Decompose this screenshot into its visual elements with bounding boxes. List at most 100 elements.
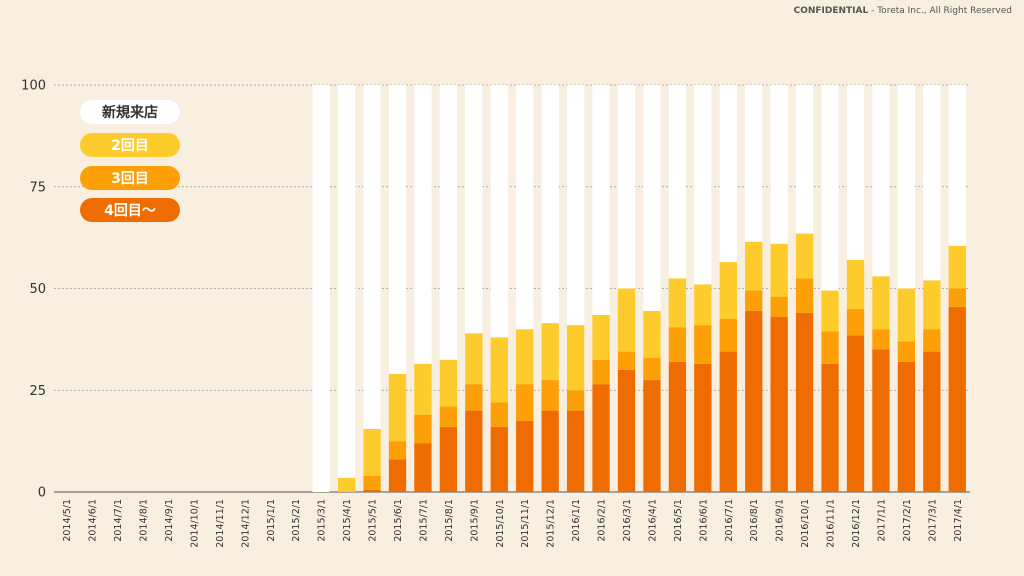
bar-segment [897,288,916,342]
x-tick-label: 2015/7/1 [418,499,429,542]
bar-segment [745,290,763,311]
bar-segment [566,85,585,326]
bar-segment [668,85,687,279]
x-tick-label: 2015/1/1 [266,499,277,542]
bar-segment [643,310,661,358]
bar-segment [388,85,407,374]
bar-segment [541,85,559,324]
bar-segment [465,384,483,411]
bar-segment [897,341,916,362]
x-tick-label: 2014/6/1 [88,499,99,542]
x-tick-label: 2015/3/1 [317,499,328,542]
bar-segment [770,296,788,317]
bar-segment [694,363,712,492]
bar-segment [439,359,458,407]
bar-segment [923,351,941,492]
bar-segment [745,310,763,492]
bar-segment [516,384,534,421]
x-tick-label: 2014/5/1 [62,499,73,542]
legend-label: 2回目 [111,138,149,154]
bar-segment [490,426,508,492]
confidential-footer: CONFIDENTIAL - Toreta Inc., All Right Re… [794,6,1012,16]
legend-swatch [80,198,180,222]
bar-segment [719,351,737,492]
bar-segment [541,410,559,492]
y-tick-label: 0 [38,486,46,501]
bar-segment [414,443,432,492]
x-tick-label: 2015/12/1 [546,499,557,548]
bar-segment [795,312,814,492]
y-axis-ticks: 0 25 50 75 100 [21,79,46,501]
x-tick-label: 2016/11/1 [826,499,837,548]
bar-segment [465,85,483,334]
bar-segment [592,314,610,360]
bar-segment [388,373,407,442]
bar-segment [795,278,814,313]
x-tick-label: 2016/1/1 [571,499,582,542]
bar-segment [541,380,559,411]
x-tick-label: 2017/3/1 [927,499,938,542]
bar-segment [617,369,636,492]
x-tick-label: 2015/9/1 [469,499,480,542]
bar-segment [872,276,890,330]
x-tick-label: 2015/4/1 [342,499,353,542]
bar-segment [694,85,712,285]
x-tick-label: 2016/6/1 [698,499,709,542]
legend-swatch [80,100,180,124]
bar-segment [923,280,941,330]
x-axis-ticks: 2014/5/1 2014/6/1 2014/7/1 2014/8/1 2014/9/1… [62,499,964,548]
bar-segment [770,243,788,297]
legend-label: 4回目〜 [104,203,156,219]
bar-segment [694,284,712,326]
x-tick-label: 2016/8/1 [749,499,760,542]
confidential-label: CONFIDENTIAL [793,6,869,16]
bar-segment [668,278,687,328]
legend-swatch [80,133,180,157]
bar-segment [643,380,661,492]
legend: 新規来店 2回目 3回目 4回目〜 [80,100,180,222]
bar-segment [516,85,534,330]
bar-segment [516,420,534,492]
bar-segment [948,245,966,289]
bar-segment [846,260,865,309]
y-tick-label: 25 [29,384,46,399]
x-tick-label: 2016/10/1 [800,499,811,548]
bar-segment [948,306,966,492]
bar-segment [948,85,966,246]
bar-segment [566,325,585,391]
bar-segment [541,323,559,381]
bar-segment [617,288,636,352]
x-tick-label: 2015/8/1 [444,499,455,542]
x-tick-label: 2016/5/1 [673,499,684,542]
x-tick-label: 2016/7/1 [724,499,735,542]
bar-segment [592,359,610,385]
x-tick-label: 2014/11/1 [215,499,226,548]
bar-segment [566,390,585,411]
bar-segment [897,361,916,492]
bar-segment [414,363,432,415]
x-tick-label: 2015/11/1 [520,499,531,548]
x-tick-label: 2014/10/1 [189,499,200,548]
bar-segment [821,363,839,492]
bar-segment [846,335,865,492]
legend-swatch [80,166,180,190]
bar-segment [312,85,330,492]
bar-segment [337,477,356,492]
bar-segment [694,325,712,364]
bar-segment [745,85,763,242]
bar-segment [668,327,687,362]
y-tick-label: 100 [21,79,46,94]
bar-segment [414,414,432,444]
bar-segment [846,308,865,336]
x-tick-label: 2017/4/1 [953,499,964,542]
bar-segment [745,241,763,291]
bar-segment [414,85,432,364]
bar-segment [617,351,636,370]
bar-segment [388,441,407,460]
bar-segment [490,402,508,427]
bar-segment [566,410,585,492]
legend-label: 3回目 [111,171,149,187]
x-tick-label: 2016/2/1 [597,499,608,542]
x-tick-label: 2016/12/1 [851,499,862,548]
